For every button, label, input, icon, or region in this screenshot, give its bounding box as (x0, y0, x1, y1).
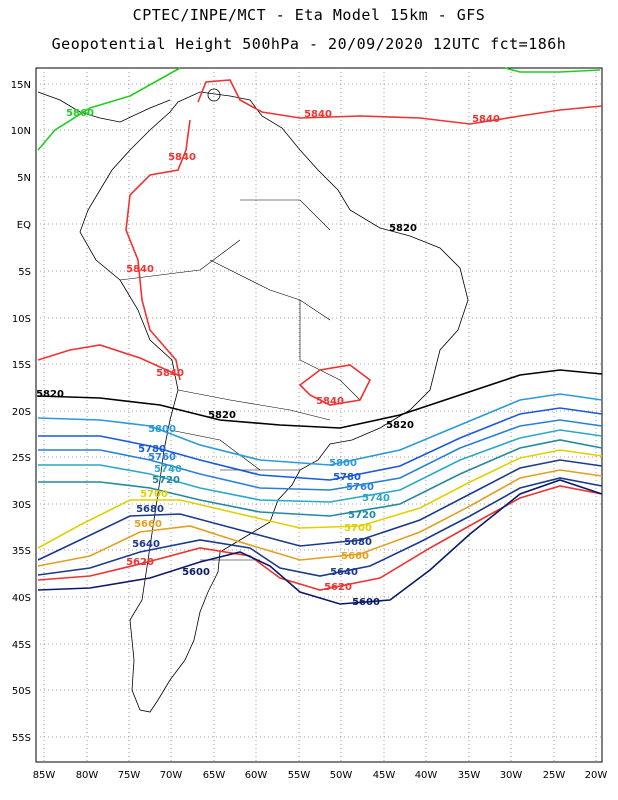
contour-label: 5720 (152, 475, 180, 486)
axis-ticks: 85W 80W 75W 70W 65W 60W 55W 50W 45W 40W 35W 30W 25W 2… (11, 80, 608, 781)
contour-5840-west (37, 344, 181, 377)
contour-label: 5840 (156, 368, 184, 379)
lon-tick-label: 20W (585, 770, 608, 781)
contour-5720 (38, 439, 603, 517)
south-america-coast (79, 91, 469, 713)
lat-tick-label: 55S (12, 733, 31, 744)
contour-label: 5760 (346, 482, 374, 493)
lon-tick-label: 75W (118, 770, 141, 781)
contour-label: 5840 (472, 114, 500, 125)
lon-tick-label: 35W (458, 770, 481, 781)
contour-label: 5840 (168, 152, 196, 163)
contour-value-labels: 5860 5840 5840 5840 5840 5840 5840 5820 5820 5820… (36, 108, 500, 608)
contour-label: 5600 (182, 567, 210, 578)
contour-5680 (37, 459, 603, 561)
lon-tick-label: 65W (203, 770, 226, 781)
contour-5840-andes (125, 119, 191, 381)
contour-5860-ne (504, 67, 601, 73)
chart-subtitle: Geopotential Height 500hPa - 20/09/2020 … (51, 35, 567, 53)
contour-5860 (37, 67, 181, 151)
lon-tick-label: 40W (415, 770, 438, 781)
chart-title: CPTEC/INPE/MCT - Eta Model 15km - GFS (132, 6, 486, 24)
contour-label: 5800 (148, 424, 176, 435)
lon-tick-label: 85W (33, 770, 56, 781)
contour-5780 (38, 407, 603, 481)
contour-5840-north (197, 79, 603, 125)
island (207, 88, 221, 102)
contour-label: 5820 (389, 223, 417, 234)
lon-tick-label: 70W (160, 770, 183, 781)
contour-label: 5680 (136, 504, 164, 515)
contour-5620 (37, 485, 603, 591)
lat-tick-label: 50S (12, 686, 31, 697)
lon-tick-label: 45W (373, 770, 396, 781)
lat-tick-label: 5S (18, 267, 31, 278)
map-frame (35, 67, 603, 763)
contour-label: 5700 (140, 489, 168, 500)
contour-label: 5700 (344, 523, 372, 534)
contour-label: 5760 (148, 452, 176, 463)
lon-tick-label: 50W (330, 770, 353, 781)
lat-tick-label: 15S (12, 360, 31, 371)
contour-label: 5740 (362, 493, 390, 504)
lat-tick-label: 10S (12, 314, 31, 325)
lat-tick-label: 5N (17, 173, 31, 184)
lat-tick-label: 10N (11, 126, 31, 137)
lon-tick-label: 80W (76, 770, 99, 781)
contour-label: 5840 (126, 264, 154, 275)
contour-label: 5620 (126, 557, 154, 568)
lat-tick-label: EQ (17, 220, 31, 231)
contour-label: 5740 (154, 464, 182, 475)
lon-tick-label: 30W (500, 770, 523, 781)
contour-label: 5780 (333, 472, 361, 483)
lat-tick-label: 35S (12, 546, 31, 557)
lat-tick-label: 40S (12, 593, 31, 604)
lon-tick-label: 55W (288, 770, 311, 781)
contour-5760 (38, 419, 603, 491)
lat-tick-label: 45S (12, 640, 31, 651)
lon-tick-label: 60W (245, 770, 268, 781)
contour-label: 5860 (66, 108, 94, 119)
contour-label: 5640 (132, 539, 160, 550)
lat-tick-label: 15N (11, 80, 31, 91)
lat-tick-label: 25S (12, 453, 31, 464)
lon-tick-label: 25W (543, 770, 566, 781)
contour-label: 5820 (386, 420, 414, 431)
contour-5600 (37, 479, 603, 605)
lat-tick-label: 30S (12, 500, 31, 511)
contour-lines (37, 67, 603, 605)
contour-label: 5840 (304, 109, 332, 120)
contour-label: 5620 (324, 582, 352, 593)
contour-label: 5660 (341, 551, 369, 562)
contour-label: 5800 (329, 458, 357, 469)
contour-5800 (37, 393, 603, 466)
contour-label: 5680 (344, 537, 372, 548)
contour-label: 5820 (36, 389, 64, 400)
contour-5660 (37, 469, 603, 567)
contour-label: 5660 (134, 519, 162, 530)
contour-5840-brazil (298, 364, 372, 406)
contour-5640 (37, 477, 603, 577)
central-america (37, 91, 171, 123)
lat-tick-label: 20S (12, 407, 31, 418)
contour-label: 5600 (352, 597, 380, 608)
contour-label: 5640 (330, 567, 358, 578)
contour-label: 5820 (208, 410, 236, 421)
contour-label: 5720 (348, 510, 376, 521)
contour-5740 (38, 429, 603, 503)
contour-label: 5780 (138, 444, 166, 455)
contour-label: 5840 (316, 396, 344, 407)
contour-5700 (37, 449, 603, 549)
contour-5820 (37, 369, 603, 429)
